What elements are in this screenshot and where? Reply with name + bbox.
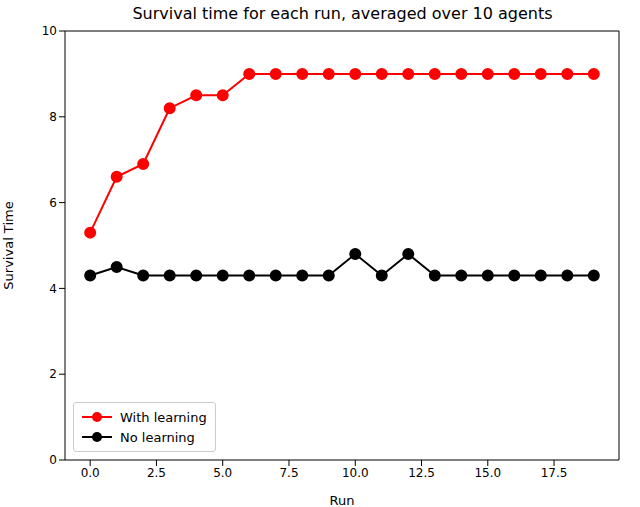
svg-text:15.0: 15.0 (474, 466, 501, 480)
html-text:With learning: With learning (120, 409, 207, 425)
svg-text:10.0: 10.0 (342, 466, 369, 480)
svg-text:10: 10 (42, 24, 57, 38)
svg-text:6: 6 (49, 196, 57, 210)
svg-text:Run: Run (330, 493, 355, 507)
svg-text:2: 2 (49, 367, 57, 381)
svg-text:2.5: 2.5 (147, 466, 166, 480)
svg-text:17.5: 17.5 (541, 466, 568, 480)
svg-text:12.5: 12.5 (408, 466, 435, 480)
svg-text:7.5: 7.5 (279, 466, 298, 480)
svg-text:5.0: 5.0 (213, 466, 232, 480)
svg-text:0: 0 (49, 453, 57, 467)
svg-text:4: 4 (49, 282, 57, 296)
svg-text:0.0: 0.0 (81, 466, 100, 480)
svg-text:Survival Time: Survival Time (8, 201, 16, 289)
html-text:No learning: No learning (120, 429, 195, 445)
svg-text:8: 8 (49, 110, 57, 124)
html-text:Survival time for each run, av: Survival time for each run, averaged ove… (132, 4, 553, 23)
